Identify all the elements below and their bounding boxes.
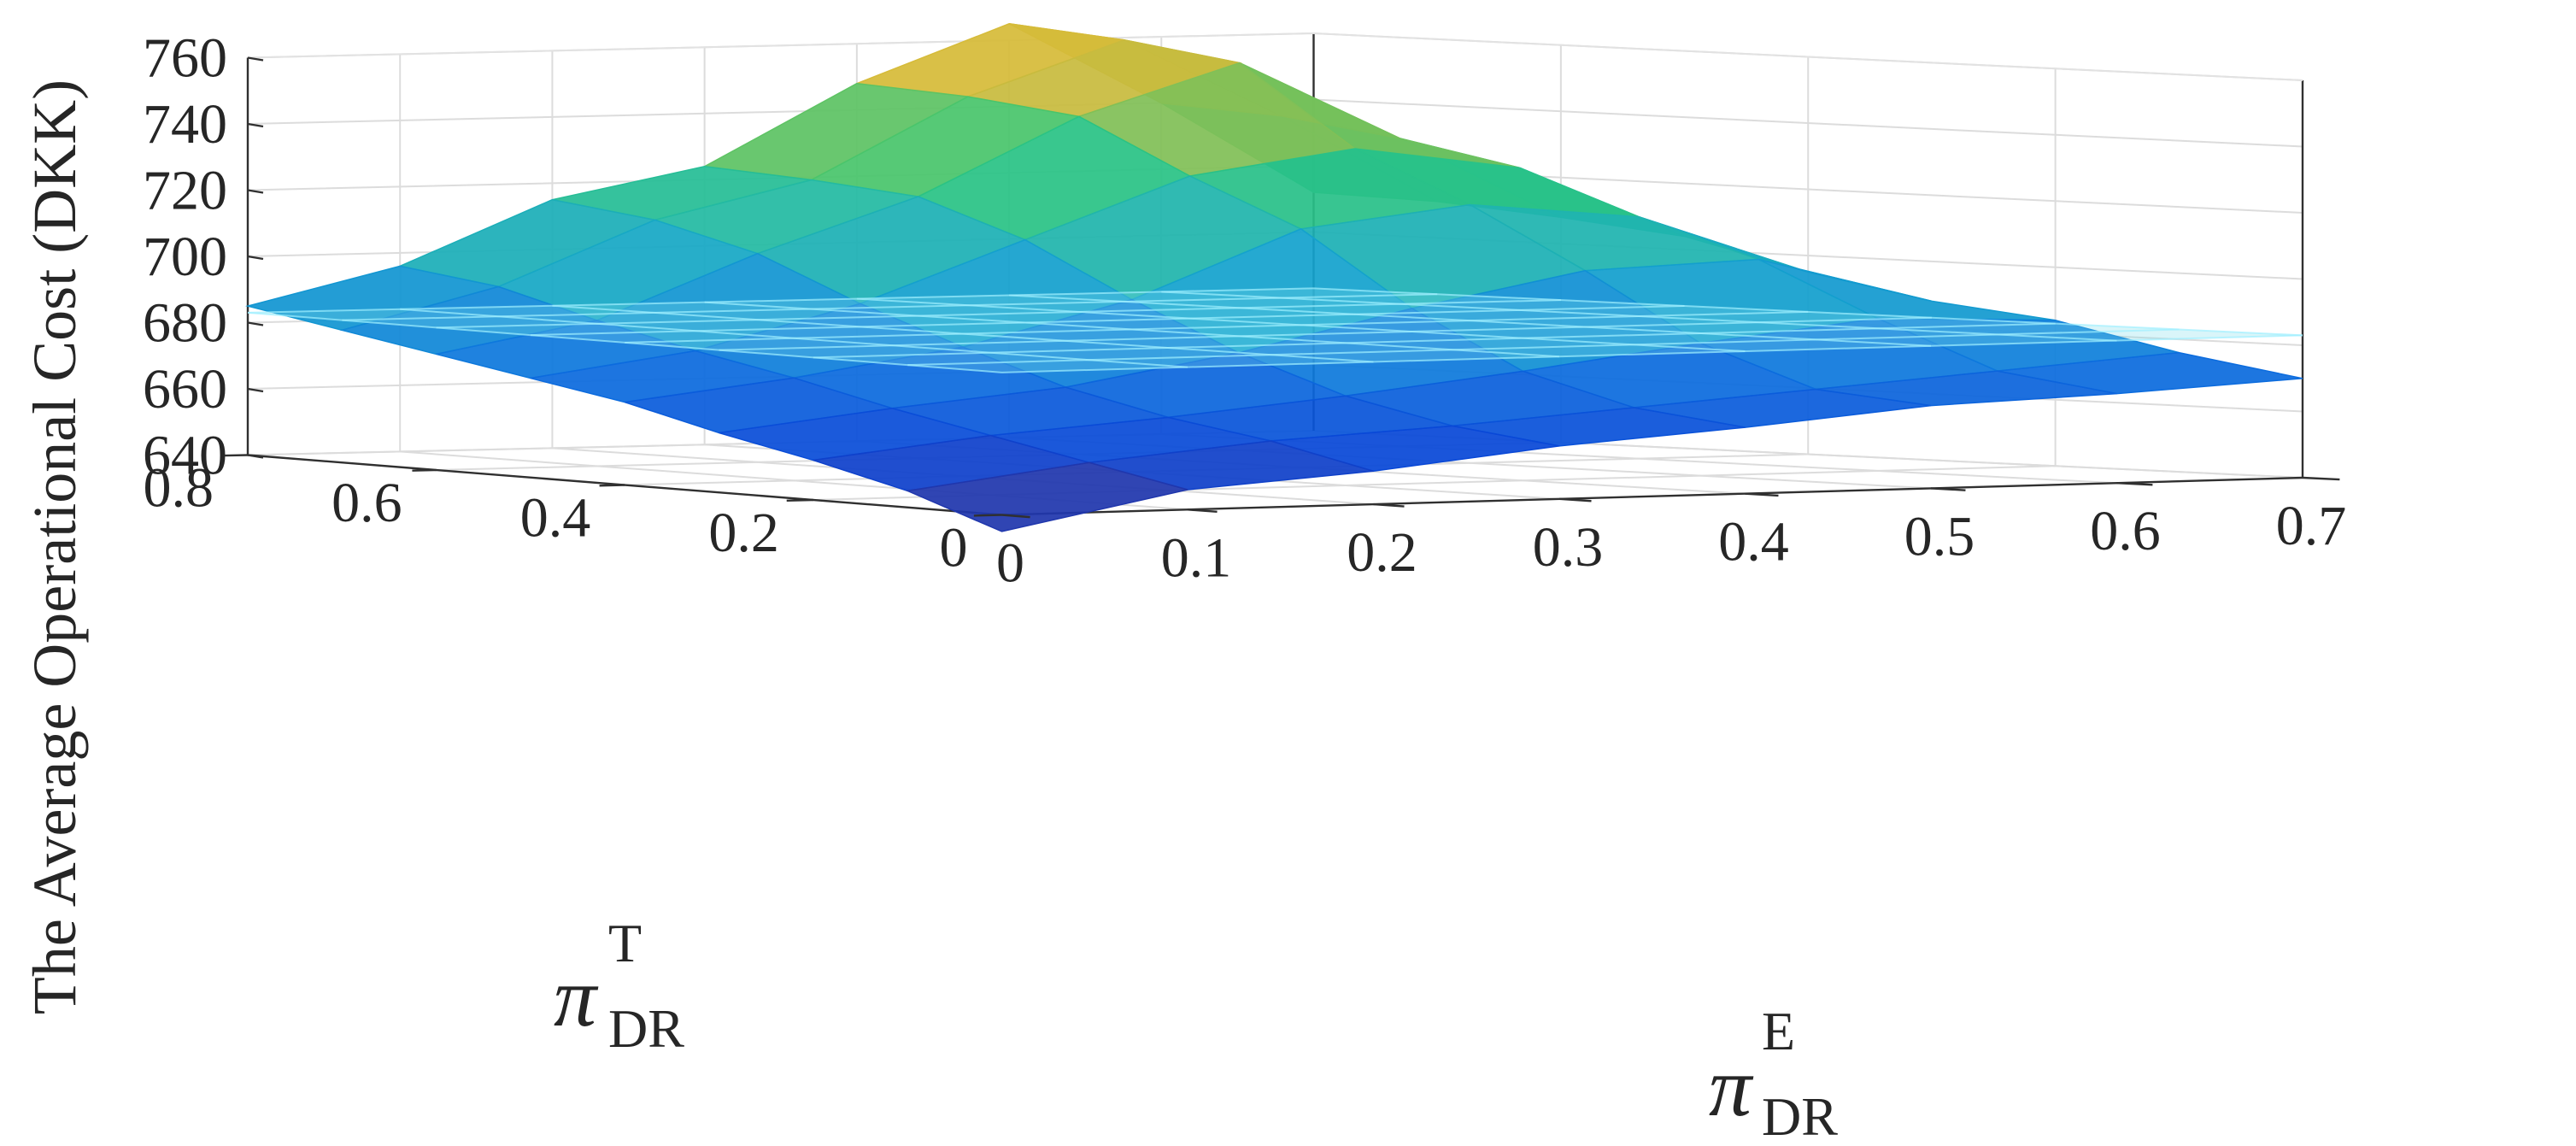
grid-line [247,32,2303,81]
y-tick-label: 0 [940,517,968,579]
z-tick-label: 640 [143,425,227,487]
plane-grid-line [436,299,1561,329]
axis-line [1001,476,2303,516]
z-tick-mark [247,255,264,261]
z-tick-label: 720 [143,160,227,222]
x-tick-label: 0.6 [2090,500,2161,562]
z-tick-mark [247,122,264,128]
z-tick-mark [247,387,264,393]
x-tick-label: 0 [996,532,1024,595]
x-axis-label-sub: DR [1762,1086,1838,1146]
plane-grid-line [247,287,1314,314]
z-tick-mark [247,189,264,194]
x-tick-label: 0.1 [1161,526,1232,589]
y-tick-mark [225,454,249,457]
z-tick-mark [247,321,264,326]
y-axis-label-symbol: π [554,949,599,1044]
y-axis-label-sub: DR [608,998,684,1059]
z-tick-label: 660 [143,358,227,420]
x-axis-label-sup: E [1762,1001,1795,1061]
x-tick-mark [1930,487,1966,491]
y-tick-mark [599,484,625,487]
z-tick-label: 760 [143,27,227,90]
x-tick-mark [1001,514,1030,519]
x-tick-mark [2302,476,2340,481]
y-tick-mark [973,514,1002,517]
z-tick-label: 740 [143,93,227,156]
x-tick-label: 0.2 [1347,521,1417,584]
z-axis-label: The Average Operational Cost (DKK) [21,79,89,1014]
z-tick-mark [247,56,264,62]
x-tick-label: 0.3 [1533,516,1604,579]
x-axis-label-symbol: π [1709,1039,1754,1134]
x-axis-label: π E DR [1709,1001,1838,1146]
plane-grid-line [530,305,1685,337]
x-tick-mark [1187,508,1218,514]
y-tick-label: 0.2 [708,502,779,564]
plane-grid-line [342,293,1438,321]
cost-surface [245,23,2303,532]
y-tick-label: 0.8 [144,457,214,520]
plane-grid-line [813,322,2056,359]
svg-text:π: π [1709,1039,1754,1134]
plane-grid-line [719,316,1932,351]
y-tick-label: 0.4 [520,487,591,549]
z-tick-label: 680 [143,292,227,355]
surface-patch [905,461,1188,532]
z-tick-mark [247,454,264,459]
axis-line [1313,32,2303,81]
tick-labels: 0 0.1 0.2 0.3 0.4 0.5 0.6 0.7 0 0.2 0.4 0.6 0.864066… [143,27,2346,595]
x-tick-mark [1745,492,1779,497]
y-tick-label: 0.6 [332,472,402,534]
y-tick-mark [786,498,813,502]
y-axis-label: π T DR [554,913,684,1059]
x-tick-label: 0.7 [2276,495,2347,557]
y-axis-label-sup: T [608,913,642,973]
x-tick-mark [1558,497,1592,502]
z-tick-label: 700 [143,226,227,288]
svg-text:π: π [554,949,599,1044]
plane-grid-line [1001,334,2303,373]
x-tick-mark [1373,502,1405,508]
x-tick-mark [2116,482,2153,486]
plane-grid-line [907,328,2180,367]
x-tick-label: 0.4 [1718,511,1789,573]
plane-grid-line [625,310,1809,344]
axis-line [247,32,1314,59]
y-tick-mark [412,468,437,472]
x-tick-label: 0.5 [1904,505,1975,567]
